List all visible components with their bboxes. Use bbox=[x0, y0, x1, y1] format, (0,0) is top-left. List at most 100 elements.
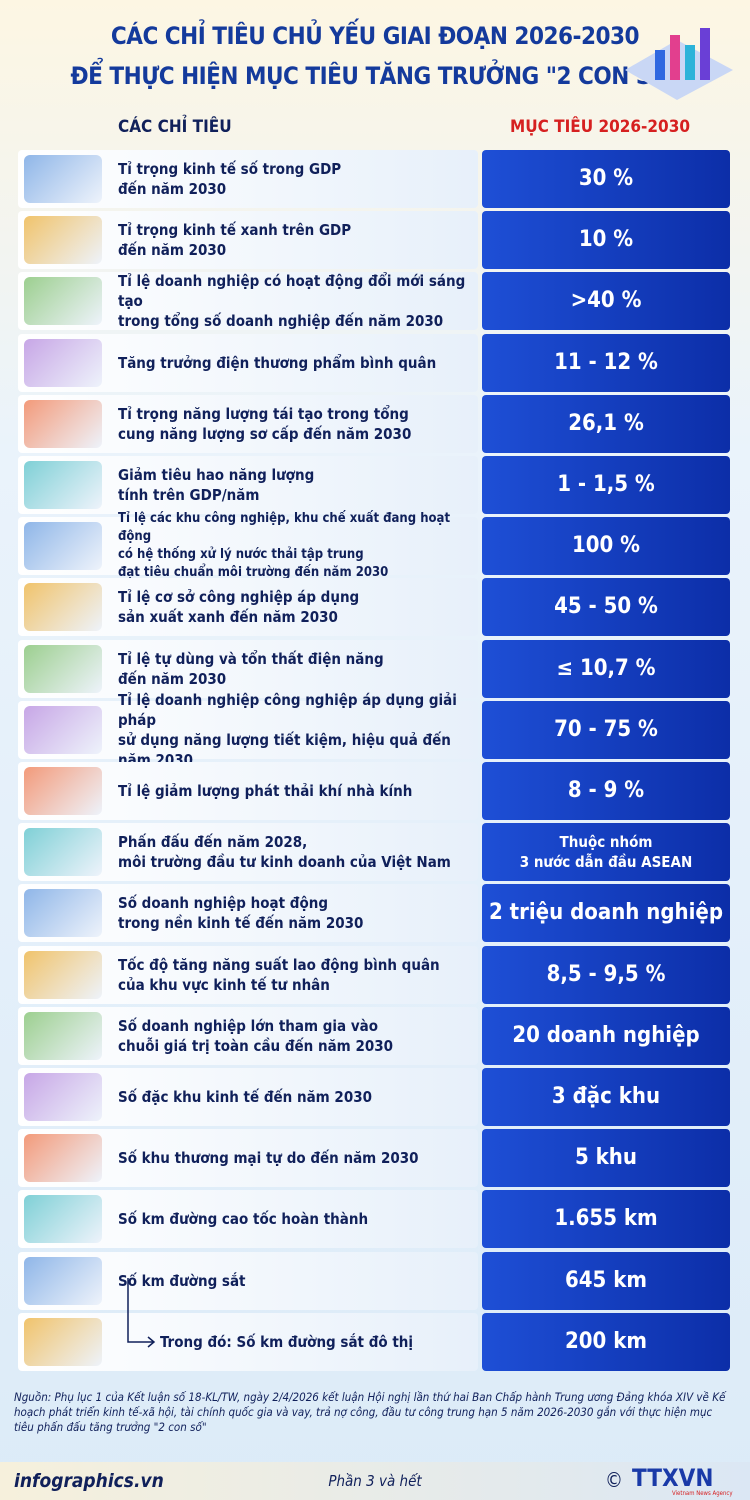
target-box: 645 km bbox=[482, 1251, 730, 1310]
indicator-panel: Số km đường cao tốc hoàn thành bbox=[18, 1190, 478, 1249]
indicator-line: Tỉ lệ doanh nghiệp có hoạt động đổi mới … bbox=[118, 272, 466, 311]
indicator-line: tính trên GDP/năm bbox=[118, 486, 260, 504]
target: 2 triệu doanh nghiệp bbox=[489, 900, 723, 926]
icon bbox=[24, 1195, 102, 1244]
target-box: 30 % bbox=[482, 150, 730, 208]
row: Tỉ lệ doanh nghiệp công nghiệp áp dụng g… bbox=[18, 691, 730, 769]
row: Tỉ lệ cơ sở công nghiệp áp dụng sản xuất … bbox=[18, 578, 730, 637]
indicator-line: của khu vực kinh tế tư nhân bbox=[118, 975, 330, 994]
indicator: Trong đó: Số km đường sắt đô thị bbox=[160, 1313, 520, 1371]
indicator-panel: Tỉ trọng kinh tế xanh trên GDP đến năm 20… bbox=[18, 211, 478, 270]
indicator: Tốc độ tăng năng suất lao động bình quân… bbox=[118, 946, 478, 1004]
icon bbox=[24, 338, 102, 387]
indicator: Số doanh nghiệp lớn tham gia vào chuỗi gi… bbox=[118, 1007, 478, 1065]
indicator-line: Giảm tiêu hao năng lượng bbox=[118, 466, 315, 484]
indicator: Giảm tiêu hao năng lượng tính trên GDP/nă… bbox=[118, 456, 478, 514]
indicator: Số khu thương mại tự do đến năm 2030 bbox=[118, 1129, 478, 1187]
target: 30 % bbox=[578, 166, 634, 191]
row: Số doanh nghiệp hoạt động trong nền kinh … bbox=[18, 884, 730, 943]
target-box: 1 - 1,5 % bbox=[482, 456, 730, 514]
indicator-line: đến năm 2030 bbox=[118, 180, 227, 198]
indicator-panel: Trong đó: Số km đường sắt đô thị bbox=[18, 1277, 478, 1371]
indicator-line: có hệ thống xử lý nước thải tập trung bbox=[118, 547, 364, 563]
icon bbox=[24, 277, 102, 326]
source-note: Nguồn: Phụ lục 1 của Kết luận số 18-KL/T… bbox=[14, 1390, 726, 1434]
indicator: Số doanh nghiệp hoạt động trong nền kinh … bbox=[118, 884, 478, 942]
indicator: Số km đường sắt bbox=[118, 1252, 478, 1310]
header-graphic bbox=[625, 28, 733, 100]
indicator-panel: Phấn đấu đến năm 2028, môi trường đầu tư … bbox=[18, 823, 478, 882]
indicator: Tỉ lệ doanh nghiệp có hoạt động đổi mới … bbox=[118, 272, 478, 330]
indicator-line: Trong đó: Số km đường sắt đô thị bbox=[160, 1332, 414, 1351]
indicator-panel: Tỉ lệ giảm lượng phát thải khí nhà kính bbox=[18, 762, 478, 820]
indicator: Phấn đấu đến năm 2028, môi trường đầu tư … bbox=[118, 823, 478, 881]
part: Phần 3 và hết bbox=[328, 1472, 422, 1490]
icon bbox=[24, 399, 102, 448]
icon bbox=[24, 1317, 102, 1366]
icon bbox=[24, 828, 102, 877]
row: Tỉ lệ giảm lượng phát thải khí nhà kính 8… bbox=[18, 762, 730, 820]
indicator: Tỉ lệ các khu công nghiệp, khu chế xuất … bbox=[118, 511, 478, 580]
indicator-line: Tốc độ tăng năng suất lao động bình quân bbox=[118, 955, 440, 974]
target-box: 100 % bbox=[482, 517, 730, 576]
icon bbox=[24, 522, 102, 571]
target: 645 km bbox=[565, 1267, 647, 1293]
target: 200 km bbox=[565, 1328, 647, 1354]
indicator-panel: Giảm tiêu hao năng lượng tính trên GDP/nă… bbox=[18, 456, 478, 514]
target-box: 26,1 % bbox=[482, 394, 730, 453]
indicator-panel: Tỉ lệ các khu công nghiệp, khu chế xuất … bbox=[18, 511, 478, 580]
indicator: Số km đường cao tốc hoàn thành bbox=[118, 1190, 478, 1248]
indicator-panel: Số khu thương mại tự do đến năm 2030 bbox=[18, 1129, 478, 1188]
row: Số doanh nghiệp lớn tham gia vào chuỗi gi… bbox=[18, 1006, 730, 1065]
row: Số km đường sắt 645 km bbox=[18, 1251, 730, 1310]
icon bbox=[24, 1073, 102, 1121]
indicator: Tăng trưởng điện thương phẩm bình quân bbox=[118, 334, 478, 392]
indicator-panel: Tỉ trọng năng lượng tái tạo trong tổng cu… bbox=[18, 394, 478, 453]
column-header: CÁC CHỈ TIÊU bbox=[118, 117, 232, 137]
row: Tỉ lệ tự dùng và tổn thất điện năng đến n… bbox=[18, 639, 730, 698]
icon bbox=[24, 1011, 102, 1060]
indicator: Tỉ trọng năng lượng tái tạo trong tổng cu… bbox=[118, 395, 478, 453]
indicator-line: môi trường đầu tư kinh doanh của Việt Na… bbox=[118, 853, 451, 872]
target: 8 - 9 % bbox=[567, 778, 645, 803]
indicator-line: Tỉ trọng kinh tế số trong GDP bbox=[118, 160, 342, 178]
target: 100 % bbox=[571, 533, 641, 559]
row: Tỉ lệ doanh nghiệp có hoạt động đổi mới … bbox=[18, 272, 730, 331]
indicator-panel: Tỉ lệ doanh nghiệp công nghiệp áp dụng g… bbox=[18, 691, 478, 769]
indicator: Tỉ trọng kinh tế xanh trên GDP đến năm 20… bbox=[118, 211, 478, 269]
target-box: 11 - 12 % bbox=[482, 333, 730, 392]
indicator-line: Tỉ trọng kinh tế xanh trên GDP bbox=[118, 221, 352, 240]
row: Số km đường cao tốc hoàn thành 1.655 km bbox=[18, 1190, 730, 1249]
site: infographics.vn bbox=[14, 1470, 164, 1492]
indicator-line: Số km đường sắt bbox=[118, 1271, 246, 1290]
indicator-line: Số km đường cao tốc hoàn thành bbox=[118, 1210, 369, 1229]
indicator-line: Số doanh nghiệp lớn tham gia vào bbox=[118, 1016, 379, 1035]
target: 10 % bbox=[578, 227, 634, 253]
icon bbox=[24, 705, 102, 754]
indicator-panel: Tỉ trọng kinh tế số trong GDP đến năm 203… bbox=[18, 150, 478, 208]
title: CÁC CHỈ TIÊU CHỦ YẾU GIAI ĐOẠN 2026-2030 bbox=[110, 22, 640, 50]
target-box: 10 % bbox=[482, 211, 730, 270]
indicator: Tỉ lệ doanh nghiệp công nghiệp áp dụng g… bbox=[118, 691, 478, 769]
indicator: Tỉ trọng kinh tế số trong GDP đến năm 203… bbox=[118, 150, 478, 208]
indicator-line: đạt tiêu chuẩn môi trường đến năm 2030 bbox=[118, 565, 389, 581]
icon bbox=[24, 644, 102, 693]
target-box: >40 % bbox=[482, 272, 730, 331]
indicator-line: Tăng trưởng điện thương phẩm bình quân bbox=[118, 353, 437, 372]
indicator-line: Tỉ trọng năng lượng tái tạo trong tổng bbox=[118, 404, 409, 423]
row: Phấn đấu đến năm 2028, môi trường đầu tư … bbox=[18, 823, 730, 882]
row: Tốc độ tăng năng suất lao động bình quân… bbox=[18, 945, 730, 1004]
column-header: MỤC TIÊU 2026-2030 bbox=[510, 117, 690, 137]
indicator-line: Tỉ lệ các khu công nghiệp, khu chế xuất … bbox=[118, 511, 451, 545]
target-box: 45 - 50 % bbox=[482, 578, 730, 637]
target: 20 doanh nghiệp bbox=[512, 1022, 700, 1048]
indicator-panel: Tăng trưởng điện thương phẩm bình quân bbox=[18, 333, 478, 392]
indicator-line: đến năm 2030 bbox=[118, 241, 227, 260]
target-box: 8 - 9 % bbox=[482, 762, 730, 820]
indicator-line: Tỉ lệ doanh nghiệp công nghiệp áp dụng g… bbox=[118, 690, 457, 729]
indicator: Tỉ lệ tự dùng và tổn thất điện năng đến n… bbox=[118, 640, 478, 698]
target: 11 - 12 % bbox=[554, 349, 658, 375]
icon bbox=[24, 1134, 102, 1183]
icon bbox=[24, 216, 102, 265]
